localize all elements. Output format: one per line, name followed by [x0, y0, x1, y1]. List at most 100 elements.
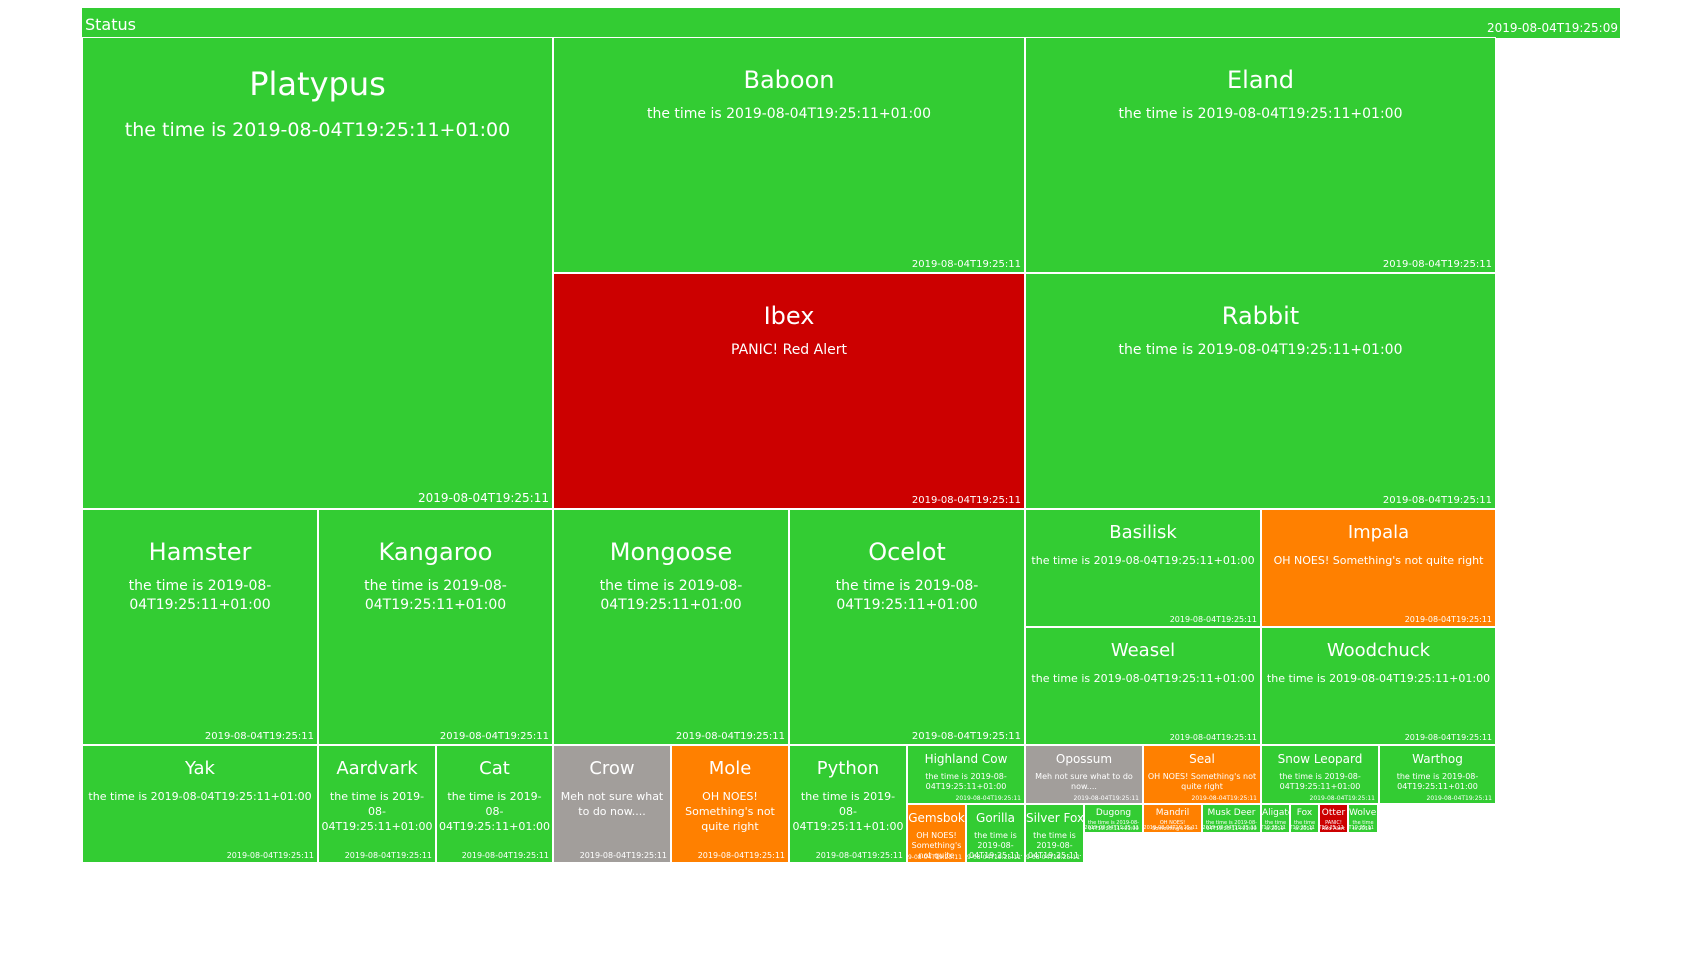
tile-name: Ocelot: [868, 538, 946, 566]
tile-name: Mongoose: [609, 538, 733, 566]
tile-message: the time is 2019-08-04T19:25:11+01:00: [1118, 106, 1403, 122]
tile-timestamp: 2019-08-04T19:25:11: [1143, 825, 1198, 831]
tile-message: PANIC! Red Alert: [1322, 820, 1345, 832]
status-tile-ibex[interactable]: Ibex PANIC! Red Alert 2019-08-04T19:25:11: [553, 273, 1025, 509]
tile-timestamp: 2019-08-04T19:25:11: [1169, 615, 1257, 624]
tile-message: Meh not sure what to do now....: [1035, 772, 1133, 791]
tile-name: Rabbit: [1221, 302, 1300, 330]
tile-name: Eland: [1227, 66, 1294, 94]
tile-timestamp: 2019-08-04T19:25:11: [1382, 259, 1492, 270]
tile-timestamp: 2019-08-04T19:25:11: [1348, 825, 1374, 831]
tile-timestamp: 2019-08-04T19:25:11: [1025, 854, 1080, 861]
status-tile-mandril[interactable]: Mandril OH NOES! Something's not quite ri…: [1143, 804, 1202, 833]
tile-message: the time is 2019-08-04T19:25:11+01:00: [969, 831, 1022, 860]
tile-message: OH NOES! Something's not quite right: [1147, 772, 1257, 791]
tile-name: Cat: [479, 758, 510, 779]
status-tile-yak[interactable]: Yak the time is 2019-08-04T19:25:11+01:00…: [82, 745, 318, 863]
status-tile-kangaroo[interactable]: Kangaroo the time is 2019-08-04T19:25:11+…: [318, 509, 553, 745]
tile-name: Ibex: [763, 302, 815, 330]
tile-name: Highland Cow: [924, 752, 1008, 766]
tile-timestamp: 2019-08-04T19:25:11: [579, 851, 667, 860]
tile-message: OH NOES! Something's not quite right: [1273, 554, 1484, 567]
tile-timestamp: 2019-08-04T19:25:11: [1382, 495, 1492, 506]
tile-name: Impala: [1347, 522, 1410, 543]
status-tile-aligator[interactable]: Aligator the time is 2019-08-04T19:25:11+…: [1261, 804, 1290, 833]
tile-name: Warthog: [1412, 752, 1463, 766]
status-tile-highland-cow[interactable]: Highland Cow the time is 2019-08-04T19:25…: [907, 745, 1025, 804]
tile-timestamp: 2019-08-04T19:25:11: [907, 854, 962, 861]
tile-timestamp: 2019-08-04T19:25:11: [204, 731, 314, 742]
status-tile-musk-deer[interactable]: Musk Deer the time is 2019-08-04T19:25:11…: [1202, 804, 1261, 833]
status-tile-seal[interactable]: Seal OH NOES! Something's not quite right…: [1143, 745, 1261, 804]
tile-message: the time is 2019-08-04T19:25:11+01:00: [1031, 672, 1255, 685]
tile-name: Opossum: [1055, 752, 1113, 766]
tile-timestamp: 2019-08-04T19:25:11: [418, 491, 549, 505]
tile-message: the time is 2019-08-04T19:25:11+01:00: [1118, 342, 1403, 358]
tile-name: Woodchuck: [1326, 640, 1431, 661]
tile-timestamp: 2019-08-04T19:25:11: [675, 731, 785, 742]
tile-name: Mandril: [1155, 808, 1190, 818]
tile-name: Mole: [708, 758, 752, 779]
tile-timestamp: 2019-08-04T19:25:11: [815, 851, 903, 860]
status-tile-snow-leopard[interactable]: Snow Leopard the time is 2019-08-04T19:25…: [1261, 745, 1379, 804]
status-tile-cat[interactable]: Cat the time is 2019-08-04T19:25:11+01:00…: [436, 745, 553, 863]
tile-timestamp: 2019-08-04T19:25:11: [1191, 795, 1257, 802]
tile-timestamp: 2019-08-04T19:25:11: [1169, 733, 1257, 742]
status-tile-woodchuck[interactable]: Woodchuck the time is 2019-08-04T19:25:11…: [1261, 627, 1496, 745]
status-tile-platypus[interactable]: Platypus the time is 2019-08-04T19:25:11+…: [82, 37, 553, 509]
status-tile-weasel[interactable]: Weasel the time is 2019-08-04T19:25:11+01…: [1025, 627, 1261, 745]
status-tile-hamster[interactable]: Hamster the time is 2019-08-04T19:25:11+0…: [82, 509, 318, 745]
status-tile-rabbit[interactable]: Rabbit the time is 2019-08-04T19:25:11+01…: [1025, 273, 1496, 509]
tile-name: Otter: [1321, 808, 1346, 818]
status-tile-eland[interactable]: Eland the time is 2019-08-04T19:25:11+01:…: [1025, 37, 1496, 273]
status-tile-crow[interactable]: Crow Meh not sure what to do now.... 2019-…: [553, 745, 671, 863]
tile-message: OH NOES! Something's not quite right: [1152, 820, 1193, 832]
tile-message: the time is 2019-08-04T19:25:11+01:00: [1396, 772, 1479, 791]
tile-message: the time is 2019-08-04T19:25:11+01:00: [1031, 554, 1255, 567]
tile-timestamp: 2019-08-04T19:25:11: [344, 851, 432, 860]
status-board: Status 2019-08-04T19:25:09 Platypus the t…: [82, 8, 1620, 939]
tile-name: Aligator: [1262, 808, 1289, 818]
tile-name: Platypus: [249, 66, 386, 102]
tile-name: Yak: [185, 758, 215, 779]
status-tile-mongoose[interactable]: Mongoose the time is 2019-08-04T19:25:11+…: [553, 509, 789, 745]
tile-message: the time is 2019-08-04T19:25:11+01:00: [1206, 820, 1257, 832]
status-tile-baboon[interactable]: Baboon the time is 2019-08-04T19:25:11+01…: [553, 37, 1025, 273]
status-tile-wolverine[interactable]: Wolverine the time is 2019-08-04T19:25:11…: [1348, 804, 1378, 833]
tile-timestamp: 2019-08-04T19:25:11: [226, 851, 314, 860]
tile-timestamp: 2019-08-04T19:25:11: [1202, 825, 1257, 831]
status-tile-gorilla[interactable]: Gorilla the time is 2019-08-04T19:25:11+0…: [966, 804, 1025, 863]
tile-message: the time is 2019-08-04T19:25:11+01:00: [646, 106, 931, 122]
tile-message: the time is 2019-08-04T19:25:11+01:00: [1088, 820, 1139, 832]
tile-message: the time is 2019-08-04T19:25:11+01:00: [1352, 820, 1374, 832]
status-tile-opossum[interactable]: Opossum Meh not sure what to do now.... 20…: [1025, 745, 1143, 804]
tile-message: the time is 2019-08-04T19:25:11+01:00: [925, 772, 1007, 791]
tile-message: the time is 2019-08-04T19:25:11+01:00: [835, 578, 979, 613]
status-tile-silver-fox[interactable]: Silver Fox the time is 2019-08-04T19:25:1…: [1025, 804, 1084, 863]
status-tile-mole[interactable]: Mole OH NOES! Something's not quite right…: [671, 745, 789, 863]
tile-message: the time is 2019-08-04T19:25:11+01:00: [1266, 672, 1491, 685]
tile-timestamp: 2019-08-04T19:25:11: [911, 731, 1021, 742]
status-tile-python[interactable]: Python the time is 2019-08-04T19:25:11+01…: [789, 745, 907, 863]
status-tile-gemsbok[interactable]: Gemsbok OH NOES! Something's not quite ri…: [907, 804, 966, 863]
tile-message: the time is 2019-08-04T19:25:11+01:00: [364, 578, 507, 613]
tile-name: Kangaroo: [378, 538, 493, 566]
tile-timestamp: 2019-08-04T19:25:11: [461, 851, 549, 860]
tile-timestamp: 2019-08-04T19:25:11: [1404, 615, 1492, 624]
tile-name: Wolverine: [1349, 808, 1377, 818]
status-tile-basilisk[interactable]: Basilisk the time is 2019-08-04T19:25:11+…: [1025, 509, 1261, 627]
tile-message: the time is 2019-08-04T19:25:11+01:00: [1028, 831, 1081, 860]
page-title: Status: [85, 15, 136, 34]
tile-timestamp: 2019-08-04T19:25:11: [966, 854, 1021, 861]
tile-name: Crow: [589, 758, 635, 779]
status-tile-impala[interactable]: Impala OH NOES! Something's not quite rig…: [1261, 509, 1496, 627]
tile-message: the time is 2019-08-04T19:25:11+01:00: [439, 790, 550, 833]
status-tile-warthog[interactable]: Warthog the time is 2019-08-04T19:25:11+0…: [1379, 745, 1496, 804]
tile-name: Musk Deer: [1207, 808, 1256, 818]
status-tile-fox[interactable]: Fox the time is 2019-08-04T19:25:11+01:00…: [1290, 804, 1319, 833]
status-tile-ocelot[interactable]: Ocelot the time is 2019-08-04T19:25:11+01…: [789, 509, 1025, 745]
tile-message: the time is 2019-08-04T19:25:11+01:00: [792, 790, 904, 833]
status-tile-aardvark[interactable]: Aardvark the time is 2019-08-04T19:25:11+…: [318, 745, 436, 863]
status-tile-dugong[interactable]: Dugong the time is 2019-08-04T19:25:11+01…: [1084, 804, 1143, 833]
